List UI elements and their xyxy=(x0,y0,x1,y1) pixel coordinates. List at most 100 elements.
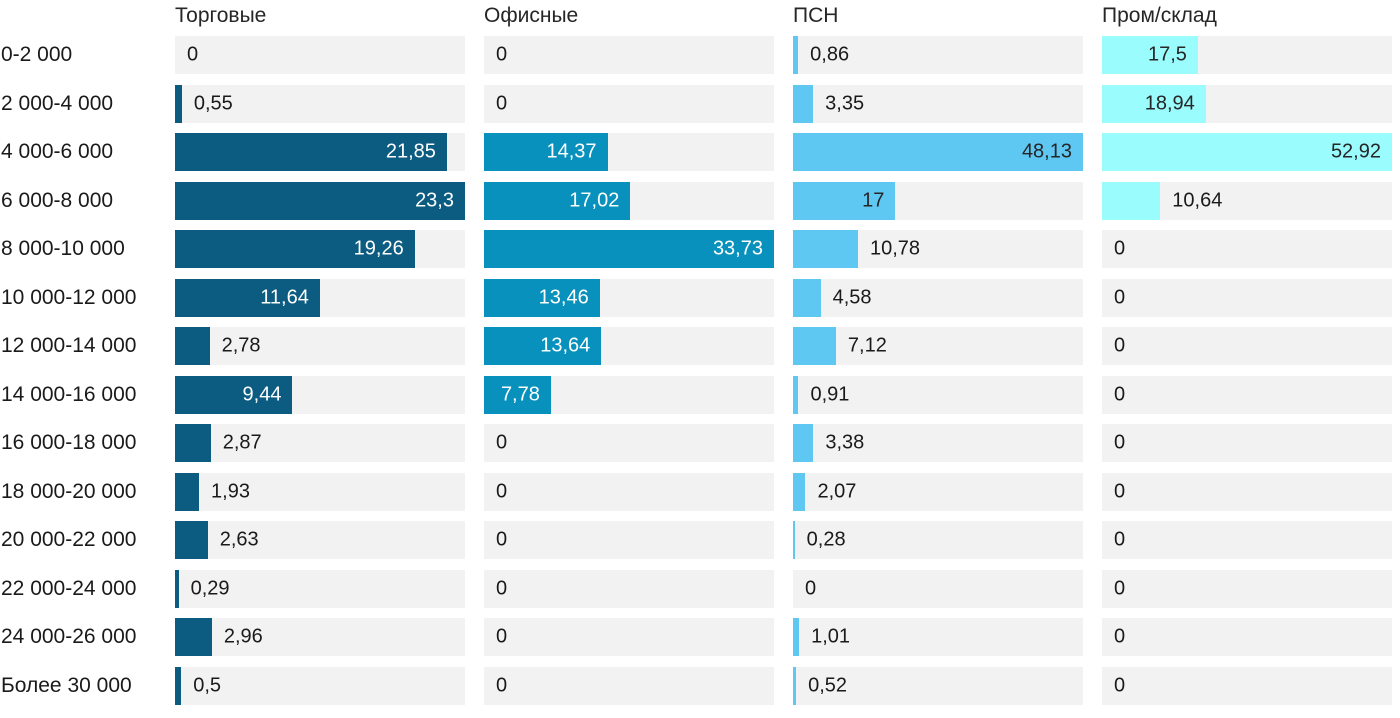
bar xyxy=(1102,181,1161,220)
bar xyxy=(793,36,799,74)
bar-track: 23,3 xyxy=(175,181,465,220)
bar-track: 7,78 xyxy=(484,375,774,414)
bar-track: 3,38 xyxy=(793,424,1083,462)
bar-value-label: 10,64 xyxy=(1172,189,1223,211)
bar xyxy=(484,133,608,171)
bar-track: 1,93 xyxy=(175,472,465,511)
bar-track: 0 xyxy=(484,521,774,559)
bar-track: 18,94 xyxy=(1102,84,1392,123)
bar xyxy=(175,424,211,462)
bar-track: 14,37 xyxy=(484,133,774,171)
bar xyxy=(793,666,797,705)
bar xyxy=(793,618,800,656)
bar-track: 0 xyxy=(484,569,774,608)
bar xyxy=(484,375,551,414)
bar xyxy=(484,327,602,365)
bar-track: 0,28 xyxy=(793,521,1083,559)
bar xyxy=(175,569,179,608)
bar xyxy=(175,521,208,559)
bar xyxy=(175,133,447,171)
bar-track: 0 xyxy=(1102,327,1392,365)
bar-track: 2,78 xyxy=(175,327,465,365)
bar xyxy=(175,472,200,511)
chart-row: 14 000-16 000 9,44 7,78 0,91 0 xyxy=(0,375,1400,414)
bar xyxy=(793,521,795,559)
bar-track: 0,52 xyxy=(793,666,1083,705)
bar xyxy=(793,424,814,462)
bar xyxy=(175,375,293,414)
bar-value-label: 33,73 xyxy=(712,237,763,260)
bar-value-label: 1,01 xyxy=(811,625,851,648)
bar-value-label: 0 xyxy=(1114,528,1126,551)
bar-value-label: 3,38 xyxy=(825,431,865,454)
bar xyxy=(793,327,836,365)
bar-value-label: 0 xyxy=(496,43,508,66)
column-header-ofisnye: Офисные xyxy=(484,4,579,27)
bar xyxy=(484,181,631,220)
bar-track: 0 xyxy=(484,84,774,123)
bar-track: 2,96 xyxy=(175,618,465,656)
bar-value-label: 23,3 xyxy=(415,189,454,211)
bar-value-label: 18,94 xyxy=(1144,92,1195,114)
bar-track: 0 xyxy=(1102,618,1392,656)
bar-value-label: 13,64 xyxy=(540,334,591,357)
row-label: 14 000-16 000 xyxy=(1,382,137,406)
bar xyxy=(175,618,212,656)
bar-value-label: 0,91 xyxy=(810,383,850,405)
bar-value-label: 0 xyxy=(1114,625,1126,648)
bar-track: 0 xyxy=(1102,472,1392,511)
bar-track: 0 xyxy=(1102,424,1392,462)
bar-value-label: 0 xyxy=(1114,674,1126,696)
bar-track: 4,58 xyxy=(793,278,1083,317)
bar-value-label: 0,55 xyxy=(193,92,233,114)
bar-value-label: 14,37 xyxy=(546,140,597,163)
chart-row: 4 000-6 000 21,85 14,37 48,13 52,92 xyxy=(0,133,1400,171)
bar-value-label: 0 xyxy=(1114,431,1126,454)
bar-track: 0 xyxy=(484,472,774,511)
bar-value-label: 3,35 xyxy=(825,92,865,114)
bar-value-label: 0 xyxy=(496,92,508,114)
bar-track: 0,86 xyxy=(793,36,1083,74)
row-label: 18 000-20 000 xyxy=(1,479,137,503)
bar-value-label: 13,46 xyxy=(538,286,589,308)
bar-value-label: 17,02 xyxy=(569,189,620,211)
bar-value-label: 9,44 xyxy=(242,383,282,405)
bar-value-label: 10,78 xyxy=(869,237,921,260)
bar-track: 2,07 xyxy=(793,472,1083,511)
row-label: 22 000-24 000 xyxy=(1,576,137,600)
bar-track: 0,29 xyxy=(175,569,465,608)
chart-row: 12 000-14 000 2,78 13,64 7,12 0 xyxy=(0,327,1400,365)
bar xyxy=(793,181,896,220)
bar-value-label: 4,58 xyxy=(832,286,872,308)
bar xyxy=(484,230,774,268)
bar-value-label: 0 xyxy=(187,43,199,66)
bar-value-label: 1,93 xyxy=(211,480,250,502)
bar-track: 33,73 xyxy=(484,230,774,268)
bar-track: 0 xyxy=(1102,666,1392,705)
bar-value-label: 0 xyxy=(1114,480,1126,502)
bar xyxy=(175,666,182,705)
bar-track: 19,26 xyxy=(175,230,465,268)
row-label: 16 000-18 000 xyxy=(1,431,137,454)
bar-track: 0 xyxy=(1102,375,1392,414)
bar xyxy=(793,472,806,511)
bar-value-label: 7,78 xyxy=(500,383,540,405)
bar-track: 0 xyxy=(793,569,1083,608)
bar-track: 21,85 xyxy=(175,133,465,171)
bar-track: 17,5 xyxy=(1102,36,1392,74)
header-spacer xyxy=(0,3,156,36)
chart-row: 0-2 000 0 0 0,86 17,5 xyxy=(0,36,1400,74)
row-label: 24 000-26 000 xyxy=(1,625,137,648)
bar-track: 13,46 xyxy=(484,278,774,317)
bar-value-label: 2,87 xyxy=(222,431,262,454)
row-label: 6 000-8 000 xyxy=(1,188,114,212)
bar-track: 52,92 xyxy=(1102,133,1392,171)
bar-track: 0,55 xyxy=(175,84,465,123)
chart-row: 22 000-24 000 0,29 0 0 0 xyxy=(0,569,1400,608)
bar-value-label: 17,5 xyxy=(1147,43,1187,66)
bar-value-label: 2,78 xyxy=(221,334,261,357)
bar-track: 3,35 xyxy=(793,84,1083,123)
bar xyxy=(793,133,1083,171)
bar-value-label: 0 xyxy=(496,577,508,599)
